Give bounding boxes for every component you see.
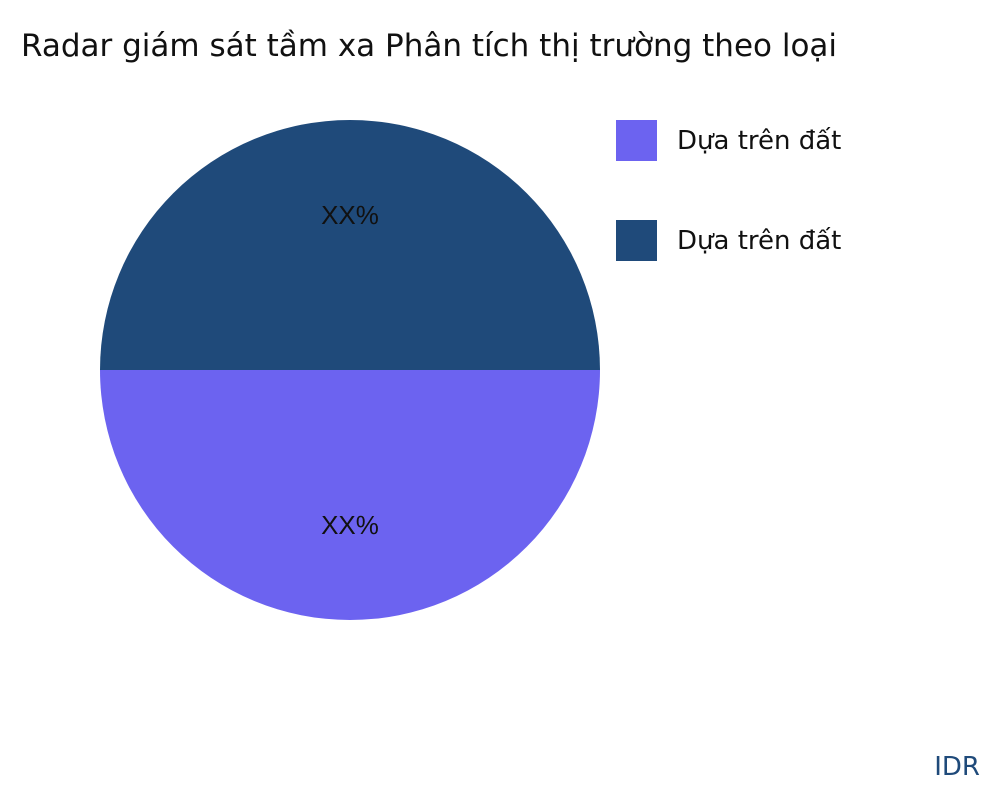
brand-logo-text: IDR <box>934 752 980 782</box>
legend-swatch <box>616 220 657 261</box>
legend-item: Dựa trên đất <box>616 120 841 161</box>
slice-data-label: XX% <box>321 510 379 540</box>
pie-slice <box>100 370 600 620</box>
legend-swatch <box>616 120 657 161</box>
legend-item: Dựa trên đất <box>616 220 841 261</box>
legend-label: Dựa trên đất <box>677 125 842 156</box>
pie-slice <box>100 120 600 370</box>
legend-label: Dựa trên đất <box>677 225 842 256</box>
chart-title: Radar giám sát tầm xa Phân tích thị trườ… <box>21 28 838 64</box>
slice-data-label: XX% <box>321 200 379 230</box>
